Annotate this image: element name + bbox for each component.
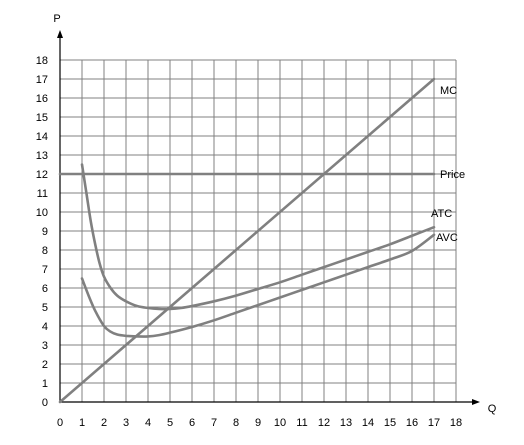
x-tick-label: 1 — [79, 417, 85, 429]
x-tick-label: 13 — [340, 417, 352, 429]
x-tick-label: 17 — [428, 417, 440, 429]
x-tick-label: 4 — [145, 417, 151, 429]
y-tick-label: 13 — [36, 150, 48, 162]
series-label-price: Price — [440, 169, 465, 181]
y-tick-label: 17 — [36, 74, 48, 86]
series-line-mc — [58, 77, 436, 404]
x-tick-label: 7 — [211, 417, 217, 429]
x-tick-label: 10 — [274, 417, 286, 429]
x-tick-label: 8 — [233, 417, 239, 429]
series-label-mc: MC — [440, 85, 457, 97]
x-tick-label: 14 — [362, 417, 374, 429]
y-tick-label: 9 — [42, 226, 48, 238]
y-axis-arrow-icon — [57, 30, 63, 38]
y-tick-label: 8 — [42, 245, 48, 257]
axes: P Q — [53, 13, 496, 415]
y-tick-label: 10 — [36, 207, 48, 219]
y-tick-label: 2 — [42, 359, 48, 371]
x-tick-label: 2 — [101, 417, 107, 429]
tick-labels: 0 1 2 3 4 5 6 7 8 9 10 11 12 13 14 15 16 17 18012345678910… — [36, 55, 462, 429]
x-tick-label: 3 — [123, 417, 129, 429]
y-tick-label: 1 — [42, 378, 48, 390]
y-tick-label: 4 — [42, 321, 48, 333]
y-tick-label: 5 — [42, 302, 48, 314]
y-tick-label: 0 — [42, 397, 48, 409]
y-tick-label: 18 — [36, 55, 48, 67]
y-tick-label: 12 — [36, 169, 48, 181]
x-tick-label: 12 — [318, 417, 330, 429]
x-tick-label: 0 — [57, 417, 63, 429]
y-tick-label: 6 — [42, 283, 48, 295]
y-tick-label: 7 — [42, 264, 48, 276]
series-line-avc — [80, 233, 436, 338]
y-tick-label: 16 — [36, 93, 48, 105]
y-axis-label: P — [53, 13, 60, 25]
x-tick-label: 18 — [450, 417, 462, 429]
series-label-atc: ATC — [431, 208, 452, 220]
x-axis-arrow-icon — [472, 399, 480, 405]
x-tick-label: 11 — [296, 417, 307, 429]
x-tick-label: 5 — [167, 417, 173, 429]
x-tick-label: 15 — [384, 417, 396, 429]
y-tick-label: 3 — [42, 340, 48, 352]
x-tick-label: 9 — [255, 417, 261, 429]
y-tick-label: 11 — [37, 188, 48, 200]
y-tick-label: 14 — [36, 131, 48, 143]
series-lines — [58, 77, 436, 404]
x-tick-label: 6 — [189, 417, 195, 429]
x-tick-label: 16 — [406, 417, 418, 429]
series-label-avc: AVC — [436, 232, 458, 244]
series-labels: MC Price ATC AVC — [431, 85, 465, 244]
series-line-atc — [80, 163, 436, 311]
y-tick-label: 15 — [36, 112, 48, 124]
x-axis-label: Q — [488, 403, 497, 415]
grid — [60, 59, 457, 402]
